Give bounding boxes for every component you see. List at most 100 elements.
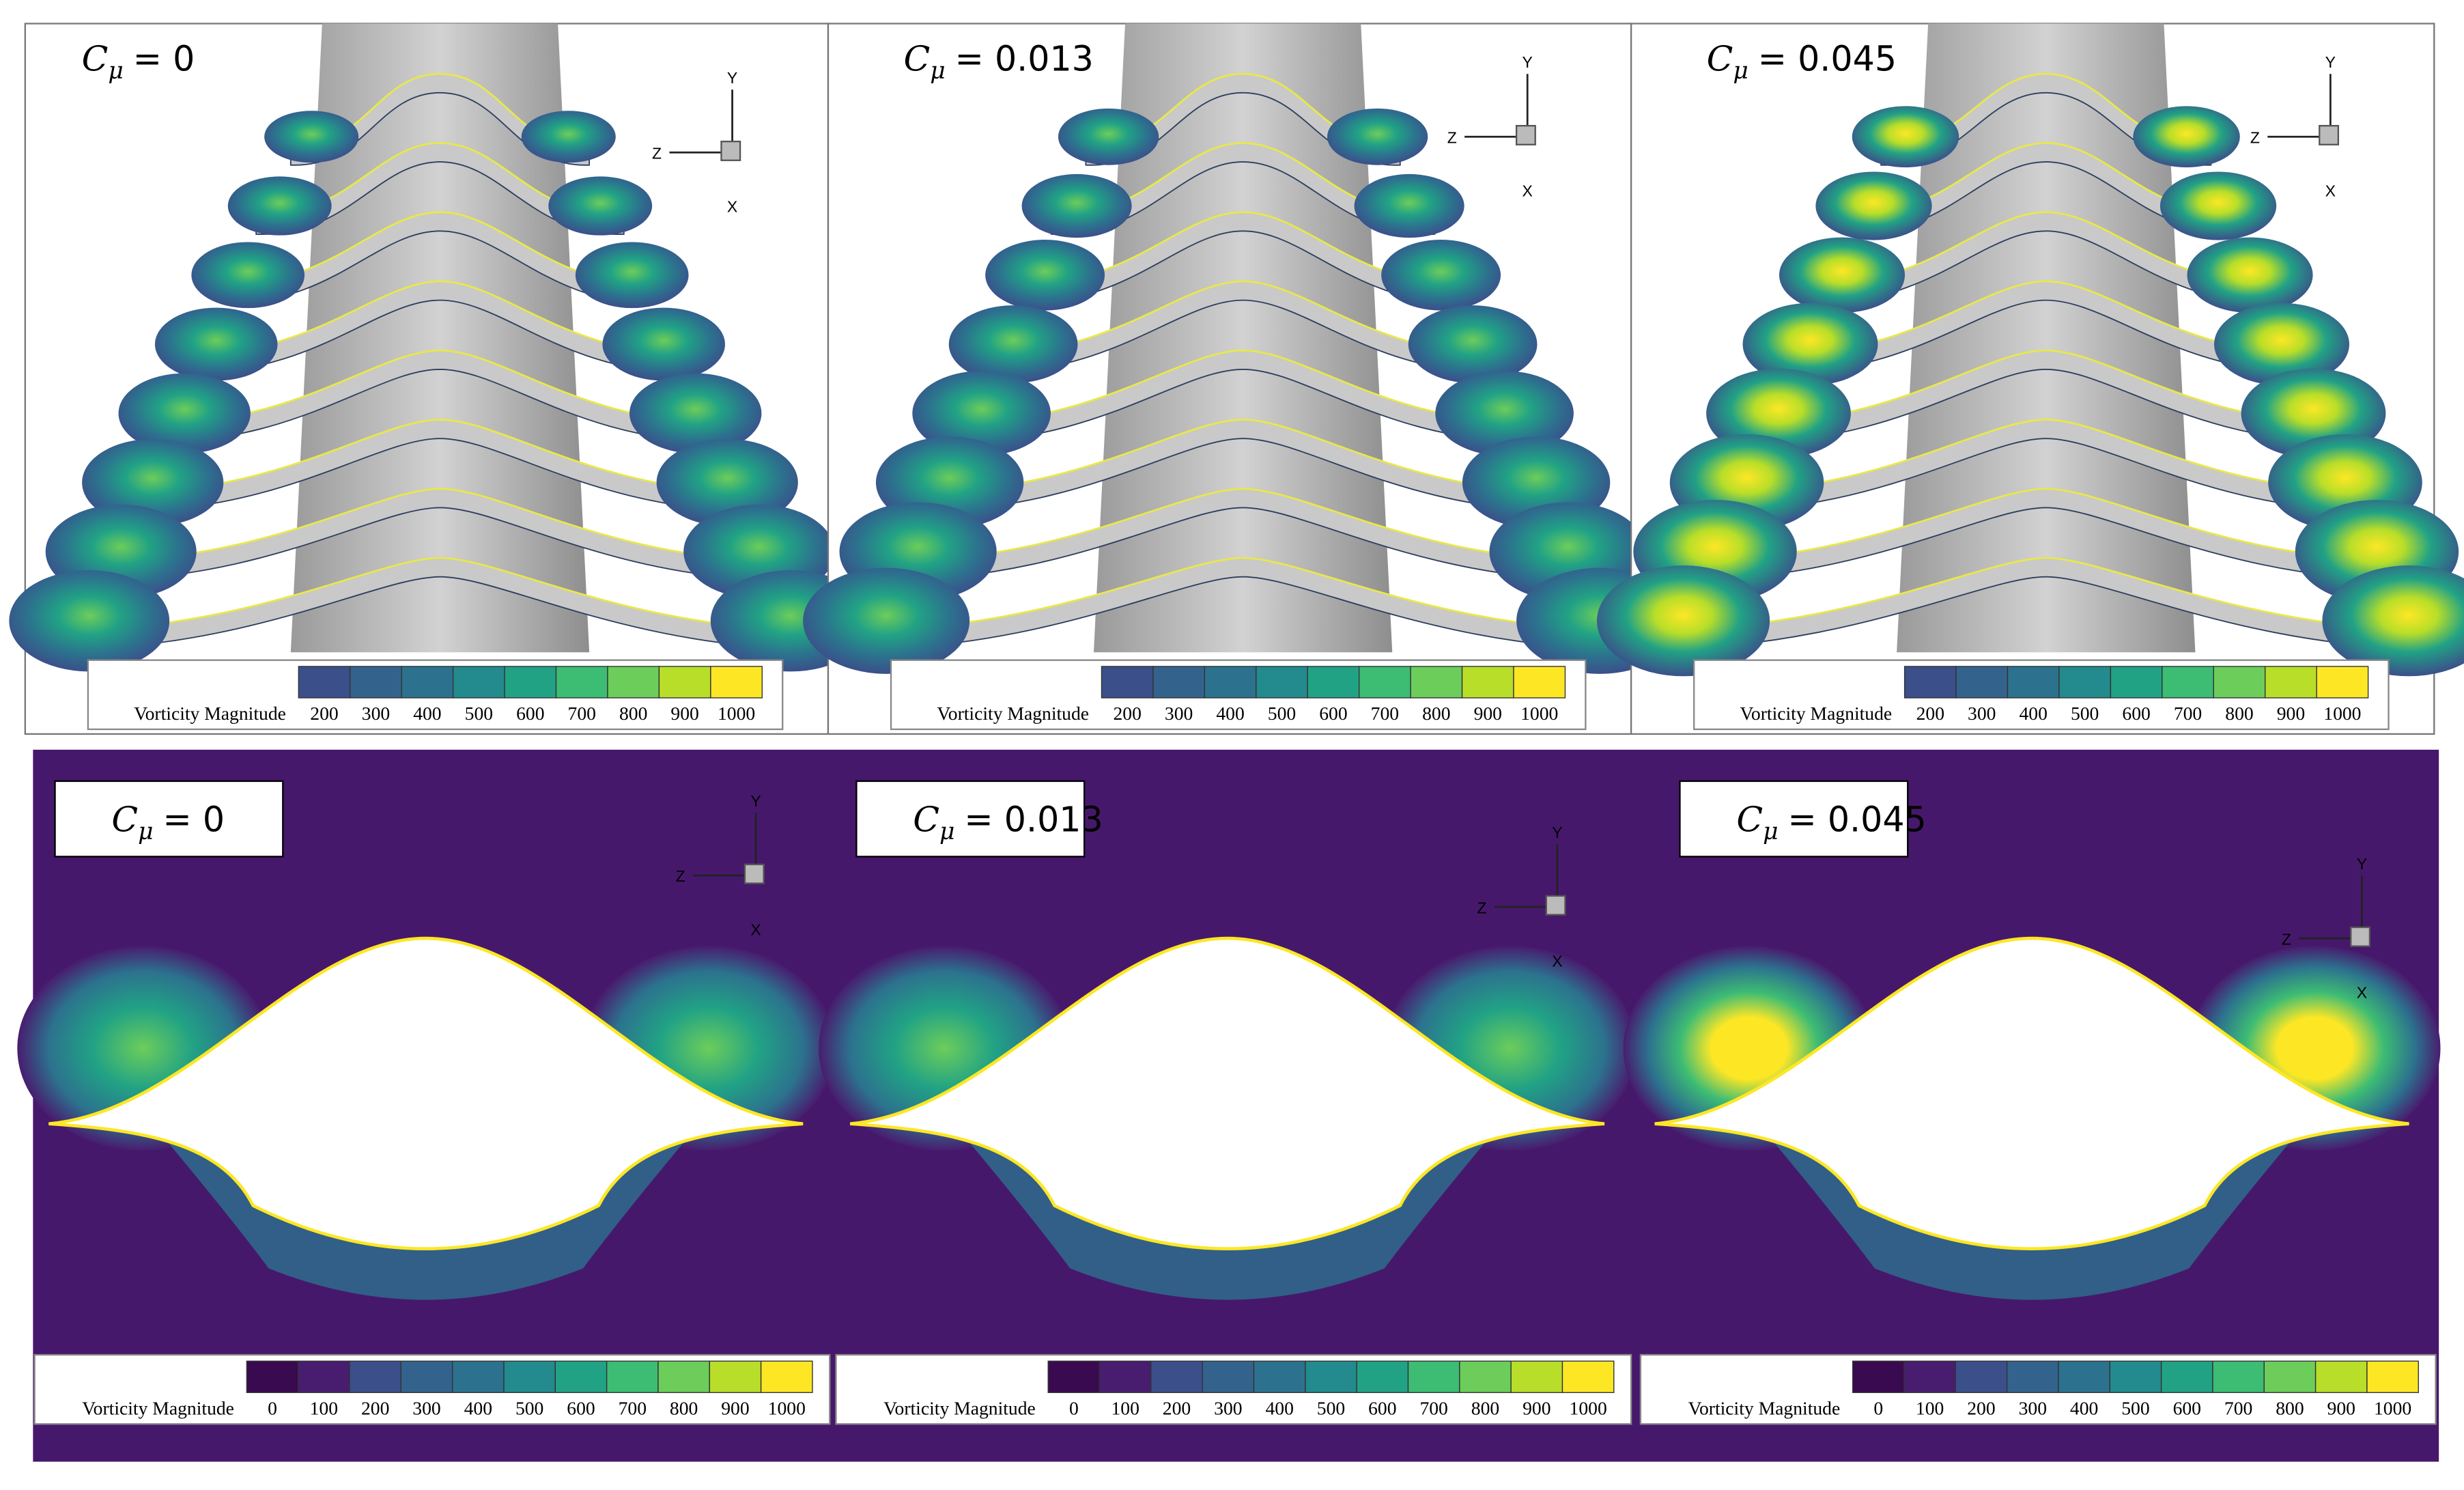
vortex (1354, 173, 1464, 238)
colorbar-swatch (658, 666, 711, 699)
colorbar-tick: 100 (1111, 1398, 1139, 1419)
colorbar-swatch (452, 666, 505, 699)
colorbar-swatch (1410, 666, 1463, 699)
colorbar-swatch (2314, 1360, 2368, 1393)
axis-triad: Y Z X (676, 792, 765, 939)
vortex (1596, 565, 1770, 677)
vortex (1779, 237, 1906, 313)
colorbar-tick: 900 (1474, 703, 1502, 724)
axis-label: Z (2282, 930, 2291, 948)
colorbar-tick: 300 (2019, 1398, 2047, 1419)
edge (83, 488, 797, 563)
vortex (1058, 108, 1159, 165)
axis-triad: Y Z X (1477, 824, 1566, 970)
colorbar-tick: 0 (1873, 1398, 1883, 1419)
colorbar-swatch (400, 1360, 453, 1393)
edge (913, 419, 1573, 493)
colorbar-tick: 0 (1069, 1398, 1079, 1419)
panel-label: Cμ = 0 (82, 39, 195, 85)
section (1654, 936, 2409, 1250)
colorbar-swatch (1047, 1360, 1101, 1393)
label-box (54, 780, 284, 858)
label-symbol: C (1707, 39, 1733, 79)
colorbar-tick: 0 (268, 1398, 277, 1419)
edge (117, 419, 763, 493)
colorbar-tick: 600 (516, 703, 544, 724)
vortex (656, 438, 798, 526)
colorbar-tick: 500 (2121, 1398, 2149, 1419)
colorbar-tick: 700 (619, 1398, 647, 1419)
label-value: = 0 (162, 800, 225, 840)
colorbar-tick: 300 (1968, 703, 1996, 724)
colorbar-tick: 700 (1419, 1398, 1447, 1419)
top-panel: Cμ = 0 Y Z X Vorticity Magnitude 200 300 400 500 6… (9, 23, 871, 735)
colorbar-swatch (1561, 1360, 1615, 1393)
vortex (191, 242, 305, 309)
colorbar-swatch (1903, 1360, 1956, 1393)
colorbar-swatch (2058, 1360, 2110, 1393)
axis-label: Y (1523, 53, 1533, 71)
axis-label: X (2357, 984, 2367, 1002)
colorbar-swatch (1356, 1360, 1409, 1393)
axis-box (2350, 926, 2371, 947)
vortex (2187, 237, 2313, 313)
colorbar-swatch (1152, 666, 1206, 699)
vortex (9, 570, 170, 672)
colorbar-tick: 300 (1165, 703, 1193, 724)
colorbar-swatch (451, 1360, 505, 1393)
colorbar-tick: 400 (413, 703, 441, 724)
colorbar-swatch (2058, 666, 2112, 699)
axis-label: Z (2250, 128, 2260, 146)
colorbar-tick: 500 (2071, 703, 2099, 724)
label-value: = 0 (133, 39, 195, 79)
axis-triad: Y Z X (2282, 855, 2371, 1002)
colorbar-swatch (1510, 1360, 1563, 1393)
colorbar-tick: 400 (2020, 703, 2048, 724)
axis-label: Z (1477, 899, 1486, 916)
axis-box (1515, 124, 1536, 145)
colorbar-swatch (606, 1360, 659, 1393)
colorbar-swatch (2316, 666, 2369, 699)
vortex (948, 305, 1078, 384)
colorbar-title: Vorticity Magnitude (82, 1398, 234, 1419)
colorbar-title: Vorticity Magnitude (937, 703, 1089, 724)
colorbar-tick: 800 (2276, 1398, 2304, 1419)
colorbar-swatch (1407, 1360, 1460, 1393)
colorbar-swatch (710, 666, 763, 699)
label-box (855, 780, 1086, 858)
colorbar-tick: 200 (1163, 1398, 1191, 1419)
colorbar-tick: 600 (1319, 703, 1347, 724)
vortex (2214, 303, 2349, 386)
vortex (264, 111, 359, 163)
colorbar-tick: 400 (1216, 703, 1244, 724)
edge (1673, 488, 2419, 563)
axis-label: X (727, 198, 737, 216)
edge (1777, 280, 2315, 355)
label-symbol: C (903, 39, 930, 79)
panel-label: Cμ = 0.045 (1736, 800, 1926, 846)
edge (186, 280, 694, 355)
colorbar-swatch (2212, 1360, 2265, 1393)
vortex (629, 373, 762, 454)
colorbar-tick: 1000 (768, 1398, 806, 1419)
edge (878, 488, 1608, 563)
colorbar-title: Vorticity Magnitude (134, 703, 286, 724)
label-symbol: C (82, 39, 109, 79)
colorbar-tick: 200 (310, 703, 338, 724)
edge (1639, 557, 2453, 632)
label-value: = 0.013 (954, 39, 1093, 79)
axis-label: Y (727, 69, 737, 87)
vortex (2159, 171, 2277, 240)
colorbar-swatch (554, 1360, 608, 1393)
colorbar-tick: 600 (2173, 1398, 2201, 1419)
colorbar-tick: 400 (1265, 1398, 1293, 1419)
label-value: = 0.045 (1787, 800, 1926, 840)
colorbar-swatch (1852, 1360, 1905, 1393)
colorbar-swatch (2160, 1360, 2213, 1393)
colorbar-tick: 1000 (718, 703, 755, 724)
colorbar-tick: 800 (619, 703, 647, 724)
colorbar-swatch (401, 666, 454, 699)
edge (982, 280, 1504, 355)
colorbar-tick: 1000 (1520, 703, 1558, 724)
axis-label: X (2325, 182, 2336, 200)
